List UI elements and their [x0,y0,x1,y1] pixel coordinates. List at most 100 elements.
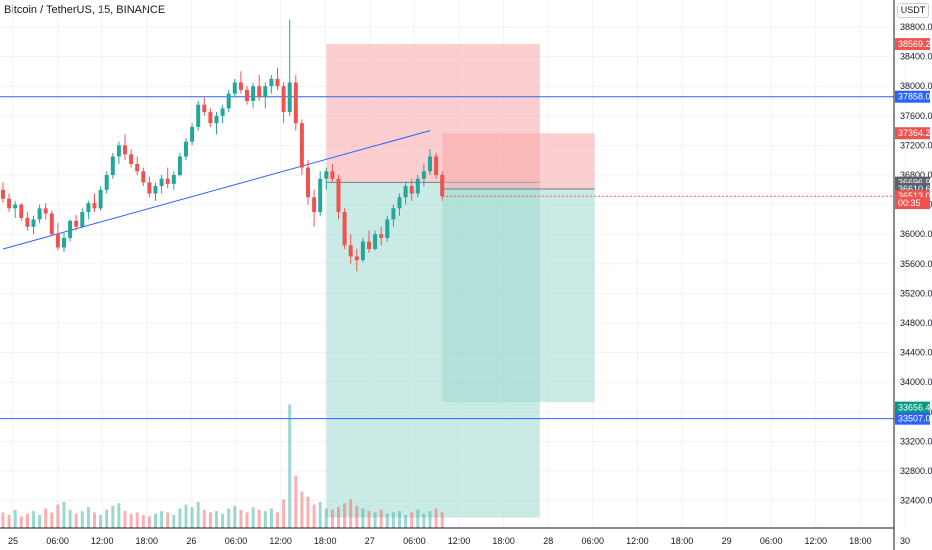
candle-body [153,186,158,194]
candle-body [336,178,341,212]
candle [318,171,323,216]
candle [13,200,18,218]
volume-bar [105,509,109,528]
time-tick-label: 18:00 [314,536,337,546]
candle-body [287,82,292,113]
price-tag-bg [895,90,930,103]
candle [92,193,97,212]
candle [135,156,140,175]
candle [80,208,85,229]
time-tick-label: 27 [365,536,375,546]
candle-body [7,198,12,209]
volume-bar [80,511,84,528]
candle [190,123,195,146]
candle-body [312,197,317,212]
volume-bar [300,491,304,528]
candle-body [306,167,310,198]
candle [287,19,292,116]
candle-body [281,86,286,113]
candle-body [428,156,432,172]
volume-bar [330,509,334,528]
candle-body [116,145,121,157]
volume-bar [233,505,237,528]
candle-body [415,178,420,194]
time-tick-label: 12:00 [91,536,114,546]
candle [214,112,219,135]
price-tag: 38569.23 [895,38,932,51]
volume-bar [251,507,255,528]
volume-bar [13,509,17,528]
candle-body [403,186,408,198]
volume-bar [391,512,395,528]
volume-bar [123,511,127,528]
volume-bar [343,503,347,528]
candle-body [299,123,304,168]
candle [153,182,158,201]
candle [293,75,298,131]
price-tag-label: 33656.49 [898,403,932,413]
time-tick-label: 06:00 [760,536,783,546]
candle-body [19,204,24,218]
time-tick-label: 26 [186,536,196,546]
candle-body [147,182,152,194]
candle [7,193,12,212]
volume-bar [428,511,432,528]
candle [275,67,280,90]
candle [1,182,5,204]
price-tick-label: 35600.00 [900,259,932,269]
price-tick-label: 34000.00 [900,377,932,387]
candle-body [251,86,256,101]
trend-line [2,130,431,250]
candle [232,78,237,98]
candle [62,232,66,252]
candle [367,230,371,253]
candle-body [37,208,42,220]
price-tag-label: 37364.29 [898,128,932,138]
price-tag-bg [895,197,930,210]
price-tag-label: 38569.23 [898,39,932,49]
price-tick-label: 36800.00 [900,170,932,180]
candle [171,171,176,190]
volume-bar [38,515,42,528]
candle [74,214,79,231]
candle-body [232,82,237,94]
volume-bars [1,404,444,528]
candle-body [110,156,115,175]
volume-bar [257,509,261,528]
volume-bar [160,511,164,528]
candle [391,204,396,227]
price-tick-label: 34800.00 [900,318,932,328]
candle-body [80,212,85,227]
volume-bar [19,516,23,528]
candle [25,212,30,231]
time-tick-label: 12:00 [626,536,649,546]
candle-body [385,219,390,238]
candle-body [293,82,298,124]
candle-body [397,197,402,209]
candle [263,82,268,109]
candle [49,210,54,236]
candle [360,237,365,263]
candle-body [171,175,176,184]
candle [196,101,201,131]
candle [348,234,353,264]
candle-body [220,108,225,116]
candle-body [159,178,164,187]
candle-body [43,208,48,214]
price-tick-label: 33200.00 [900,436,932,446]
volume-bar [117,503,121,528]
volume-bar [1,512,5,528]
candle [251,82,256,109]
volume-bar [32,511,35,528]
candle-body [177,156,182,175]
volume-bar [111,505,115,528]
volume-bar [361,508,365,528]
volume-bar [263,511,267,528]
candle-body [55,234,60,248]
candle-body [318,178,323,212]
candle [238,71,243,94]
time-tick-label: 25 [8,536,18,546]
volume-bar [147,516,151,528]
volume-bar [202,509,206,528]
